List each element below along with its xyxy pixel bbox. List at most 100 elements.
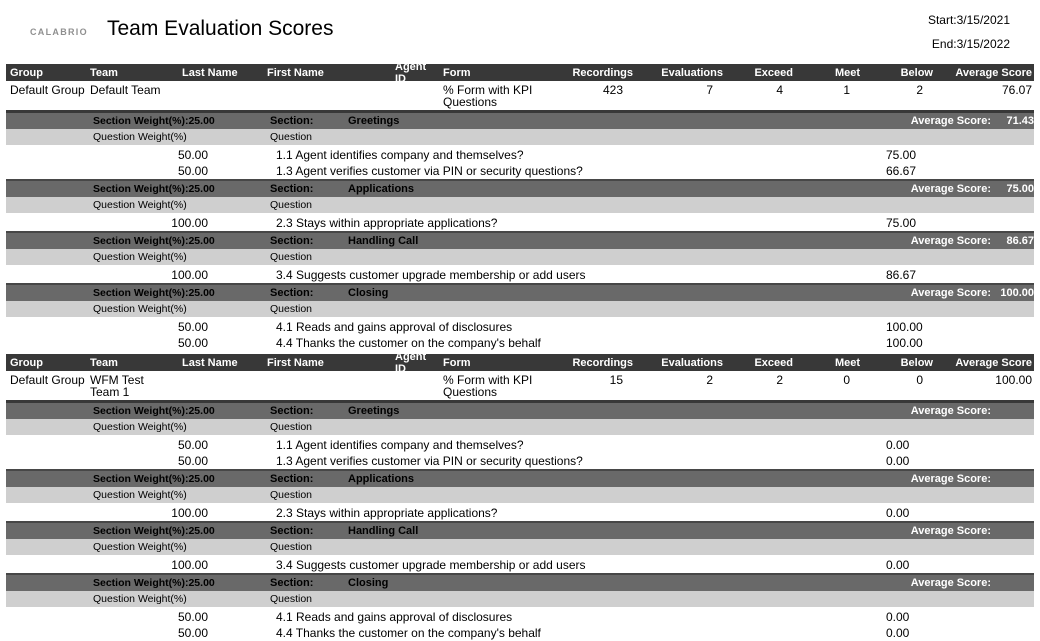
question-weight-value: 50.00 bbox=[177, 454, 208, 468]
cell-group: Default Group bbox=[10, 83, 85, 97]
section-header-row: Section Weight(%):25.00 Section: Handlin… bbox=[6, 521, 1034, 539]
question-score: 100.00 bbox=[886, 336, 923, 350]
section-label: Section: bbox=[270, 405, 314, 417]
question-weight-value: 50.00 bbox=[177, 148, 208, 162]
cell-below: 0 bbox=[916, 373, 923, 387]
section-label: Section: bbox=[270, 473, 314, 485]
section-header-row: Section Weight(%):25.00 Section: Closing… bbox=[6, 573, 1034, 591]
question-row: 50.00 1.3 Agent verifies customer via PI… bbox=[6, 163, 1034, 179]
cell-team: Default Team bbox=[90, 83, 161, 97]
question-row: 100.00 3.4 Suggests customer upgrade mem… bbox=[6, 557, 1034, 573]
question-weight-header-row: Question Weight(%) Question bbox=[6, 249, 1034, 265]
question-row: 50.00 1.3 Agent verifies customer via PI… bbox=[6, 453, 1034, 469]
section-average-label: Average Score: bbox=[910, 115, 991, 127]
section-name: Applications bbox=[348, 183, 415, 195]
question-row: 50.00 4.4 Thanks the customer on the com… bbox=[6, 335, 1034, 351]
cell-meet: 1 bbox=[843, 83, 850, 97]
column-header-meet: Meet bbox=[834, 356, 860, 369]
question-score: 100.00 bbox=[886, 320, 923, 334]
cell-recordings: 423 bbox=[602, 83, 623, 97]
page-title: Team Evaluation Scores bbox=[107, 17, 334, 40]
section-weight-label: Section Weight(%):25.00 bbox=[93, 235, 215, 247]
section-weight-label: Section Weight(%):25.00 bbox=[93, 287, 215, 299]
section-average-label: Average Score: bbox=[910, 577, 991, 589]
section-average-label: Average Score: bbox=[910, 405, 991, 417]
section-average-value: 71.43 bbox=[1006, 115, 1034, 127]
question-text: 2.3 Stays within appropriate application… bbox=[276, 506, 498, 520]
question-text: 4.4 Thanks the customer on the company's… bbox=[276, 336, 541, 350]
question-label: Question bbox=[270, 541, 313, 553]
column-header-last-name: Last Name bbox=[182, 66, 238, 79]
question-weight-value: 50.00 bbox=[177, 336, 208, 350]
date-start: Start:3/15/2021 bbox=[927, 13, 1010, 27]
question-weight-value: 50.00 bbox=[177, 320, 208, 334]
report-header: CALABRIO Team Evaluation Scores Start:3/… bbox=[0, 0, 1040, 64]
question-score: 0.00 bbox=[886, 558, 910, 572]
section-header-row: Section Weight(%):25.00 Section: Greetin… bbox=[6, 403, 1034, 419]
question-text: 2.3 Stays within appropriate application… bbox=[276, 216, 498, 230]
question-weight-value: 100.00 bbox=[171, 558, 208, 572]
section-applications: Section Weight(%):25.00 Section: Applica… bbox=[6, 179, 1034, 231]
section-greetings: Section Weight(%):25.00 Section: Greetin… bbox=[6, 113, 1034, 179]
column-header-group: Group bbox=[10, 356, 43, 369]
section-average-value: 86.67 bbox=[1006, 235, 1034, 247]
question-weight-value: 100.00 bbox=[171, 268, 208, 282]
question-label: Question bbox=[270, 131, 313, 143]
column-header-agent-id: Agent ID bbox=[395, 350, 427, 375]
question-weight-header-row: Question Weight(%) Question bbox=[6, 487, 1034, 503]
cell-form: % Form with KPI Questions bbox=[443, 83, 533, 109]
question-label: Question bbox=[270, 421, 313, 433]
calabrio-logo: CALABRIO bbox=[30, 27, 88, 37]
section-header-row: Section Weight(%):25.00 Section: Applica… bbox=[6, 179, 1034, 197]
section-name: Greetings bbox=[348, 405, 400, 417]
section-name: Closing bbox=[348, 577, 389, 589]
column-header-average-score: Average Score bbox=[955, 66, 1032, 79]
question-weight-value: 50.00 bbox=[177, 610, 208, 624]
column-header-recordings: Recordings bbox=[572, 66, 633, 79]
team-summary-row: Default Group WFM Test Team 1 % Form wit… bbox=[6, 371, 1034, 403]
date-range: Start:3/15/2021 End:3/15/2022 bbox=[928, 8, 1010, 56]
column-header-evaluations: Evaluations bbox=[661, 66, 723, 79]
section-closing: Section Weight(%):25.00 Section: Closing… bbox=[6, 573, 1034, 641]
column-header-team: Team bbox=[90, 356, 118, 369]
question-weight-header-row: Question Weight(%) Question bbox=[6, 539, 1034, 555]
section-average-label: Average Score: bbox=[910, 235, 991, 247]
question-weight-header-row: Question Weight(%) Question bbox=[6, 197, 1034, 213]
cell-recordings: 15 bbox=[609, 373, 623, 387]
question-row: 50.00 1.1 Agent identifies company and t… bbox=[6, 147, 1034, 163]
question-weight-label: Question Weight(%) bbox=[93, 593, 187, 605]
question-text: 4.1 Reads and gains approval of disclosu… bbox=[276, 320, 513, 334]
section-weight-label: Section Weight(%):25.00 bbox=[93, 473, 215, 485]
section-header-row: Section Weight(%):25.00 Section: Greetin… bbox=[6, 113, 1034, 129]
question-score: 75.00 bbox=[886, 148, 917, 162]
cell-below: 2 bbox=[916, 83, 923, 97]
question-weight-header-row: Question Weight(%) Question bbox=[6, 591, 1034, 607]
question-weight-label: Question Weight(%) bbox=[93, 489, 187, 501]
cell-group: Default Group bbox=[10, 373, 85, 387]
section-average-value: 75.00 bbox=[1006, 183, 1034, 195]
team-block-default-team: Group Team Last Name First Name Agent ID… bbox=[6, 61, 1034, 351]
column-header-form: Form bbox=[443, 356, 471, 369]
question-score: 0.00 bbox=[886, 438, 910, 452]
question-text: 1.3 Agent verifies customer via PIN or s… bbox=[276, 164, 583, 178]
section-label: Section: bbox=[270, 115, 314, 127]
section-header-row: Section Weight(%):25.00 Section: Handlin… bbox=[6, 231, 1034, 249]
question-label: Question bbox=[270, 489, 313, 501]
section-weight-label: Section Weight(%):25.00 bbox=[93, 525, 215, 537]
question-weight-label: Question Weight(%) bbox=[93, 199, 187, 211]
cell-team: WFM Test Team 1 bbox=[90, 373, 144, 399]
section-label: Section: bbox=[270, 577, 314, 589]
cell-average-score: 76.07 bbox=[1001, 83, 1032, 97]
question-weight-label: Question Weight(%) bbox=[93, 303, 187, 315]
section-name: Handling Call bbox=[348, 525, 419, 537]
cell-exceed: 2 bbox=[776, 373, 783, 387]
question-row: 50.00 1.1 Agent identifies company and t… bbox=[6, 437, 1034, 453]
section-name: Handling Call bbox=[348, 235, 419, 247]
section-average-label: Average Score: bbox=[910, 473, 991, 485]
section-handling-call: Section Weight(%):25.00 Section: Handlin… bbox=[6, 521, 1034, 573]
question-label: Question bbox=[270, 303, 313, 315]
section-applications: Section Weight(%):25.00 Section: Applica… bbox=[6, 469, 1034, 521]
section-weight-label: Section Weight(%):25.00 bbox=[93, 405, 215, 417]
section-header-row: Section Weight(%):25.00 Section: Closing… bbox=[6, 283, 1034, 301]
